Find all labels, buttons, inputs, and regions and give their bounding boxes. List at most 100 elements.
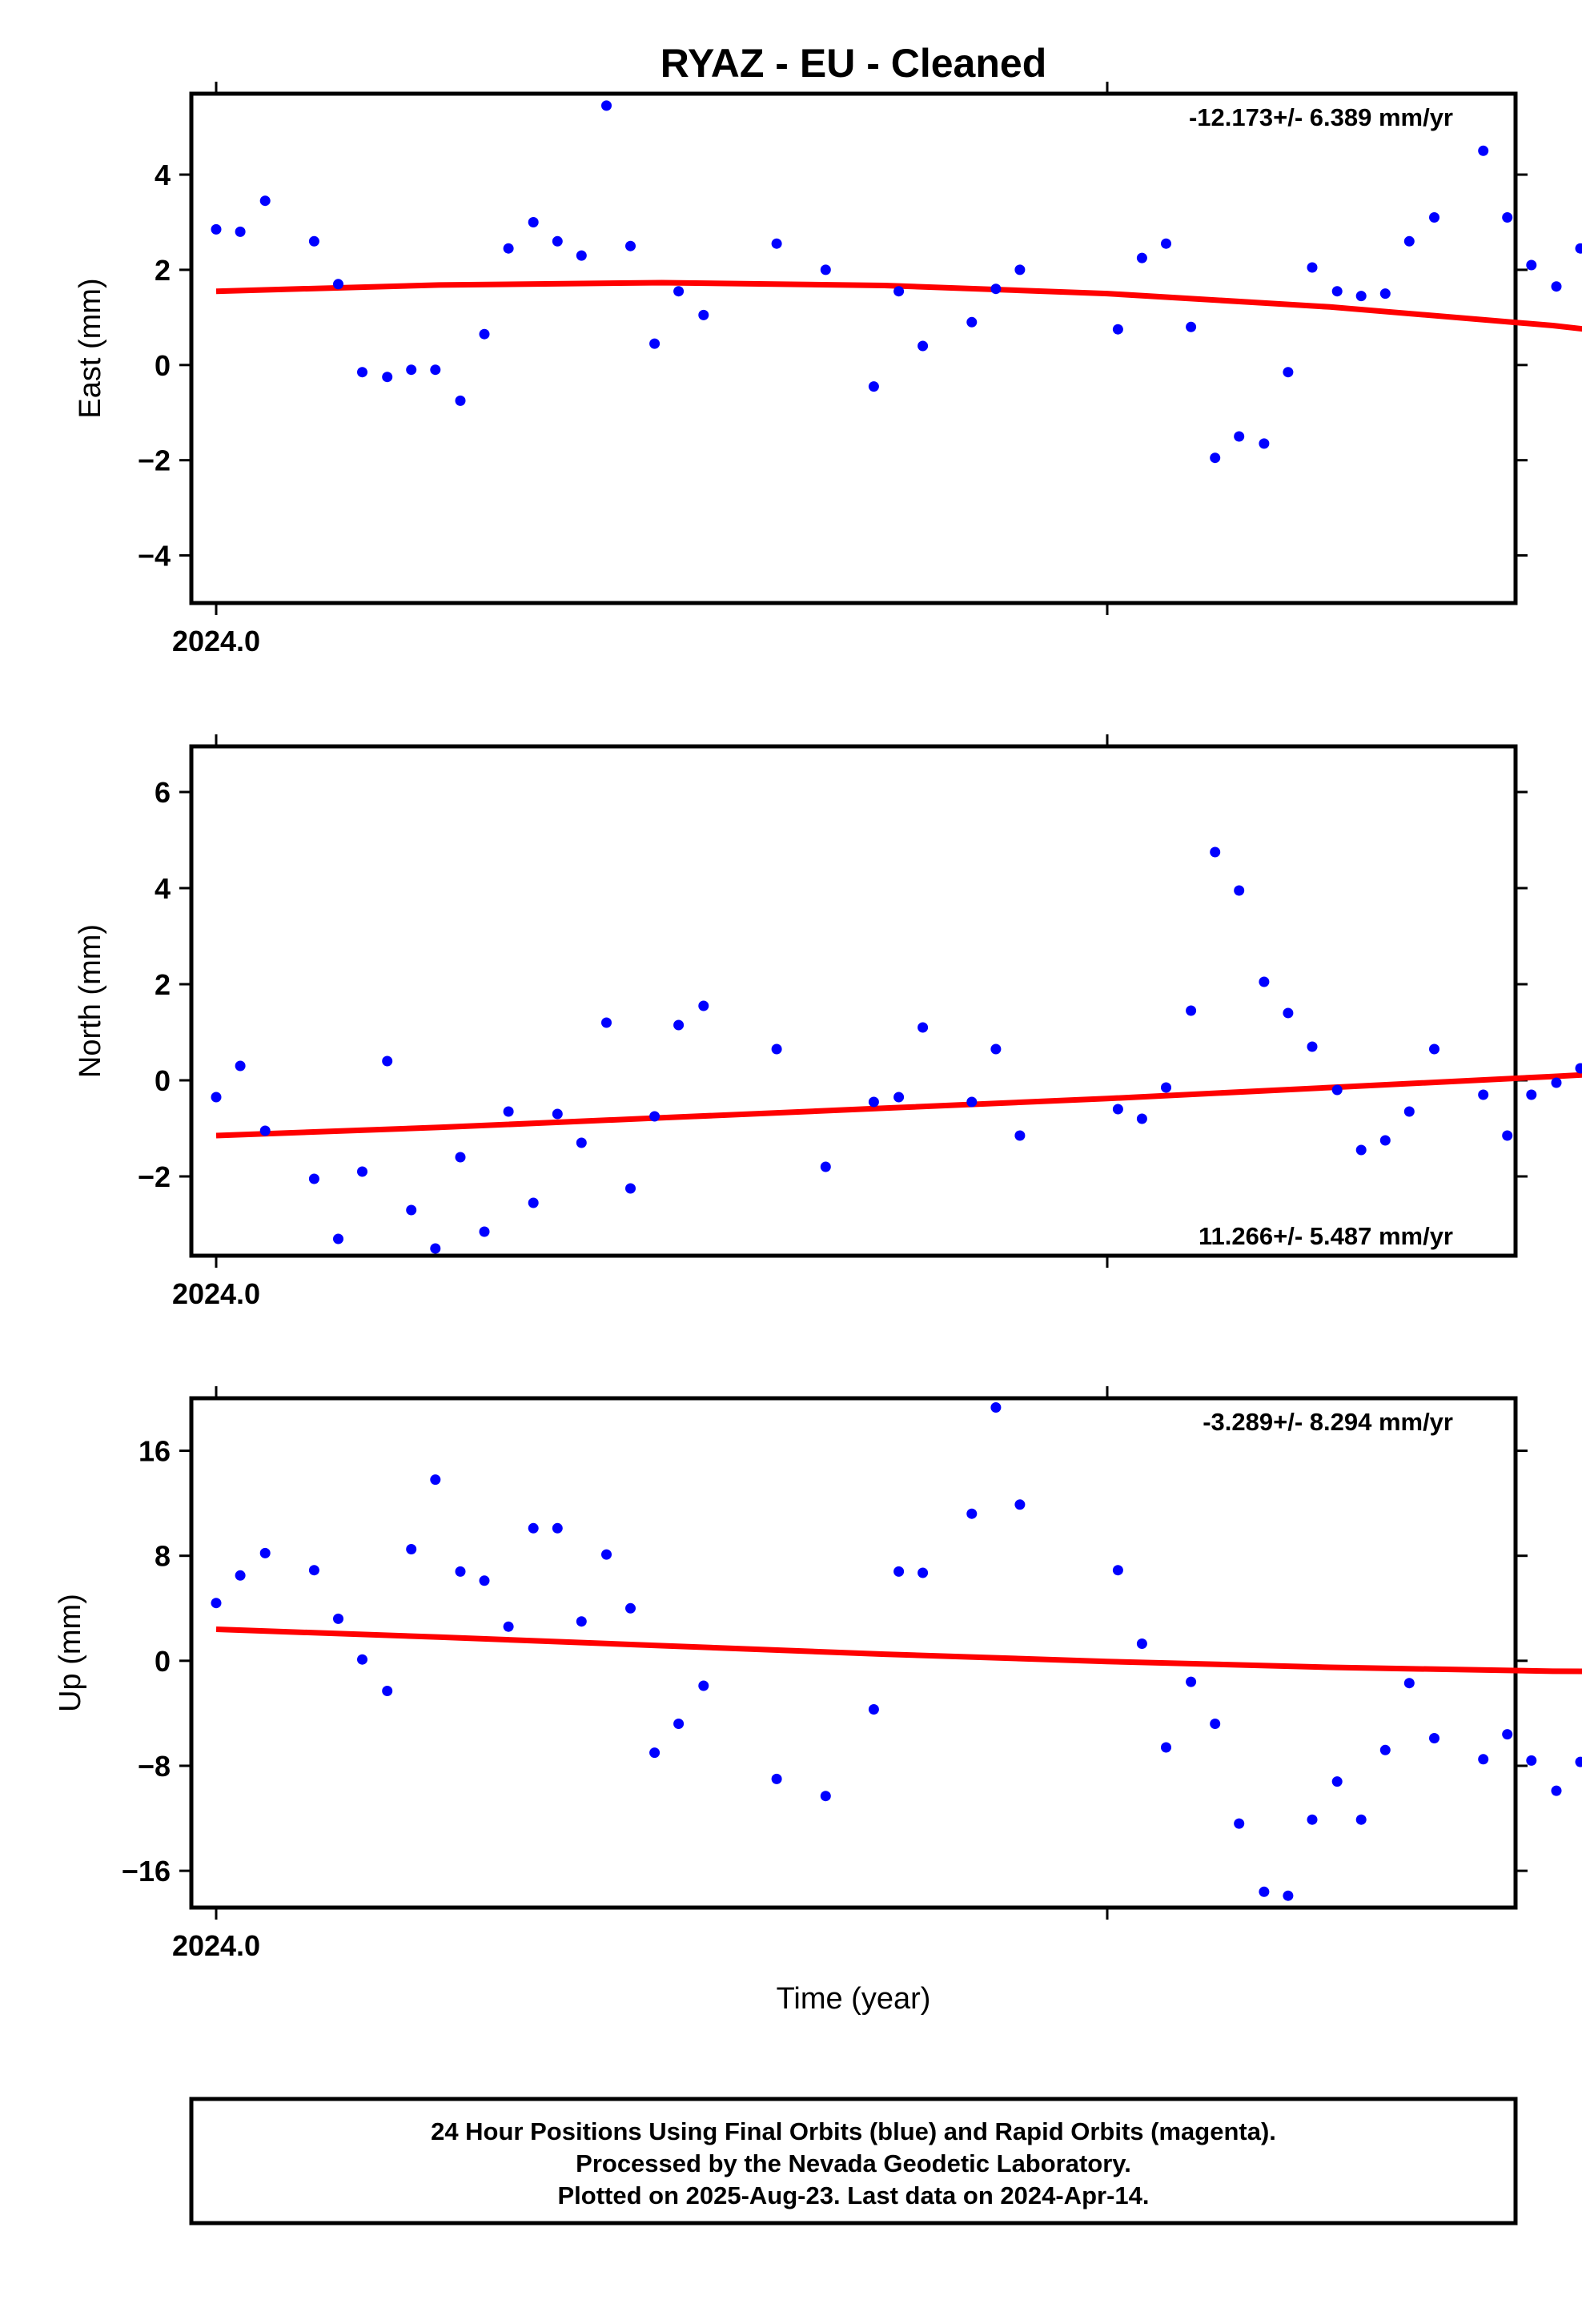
data-point	[1403, 1106, 1415, 1117]
data-point	[1186, 321, 1197, 332]
footer-line-3: Plotted on 2025-Aug-23. Last data on 202…	[557, 2181, 1149, 2209]
east-panel: 2024.0 −4 −2 0 2 4 East (mm) -12.173+/- 6.389 m…	[74, 82, 1582, 657]
data-point	[966, 1508, 978, 1519]
y-tick-label: −8	[138, 1750, 171, 1783]
data-point	[625, 1602, 636, 1614]
plot-frame	[189, 744, 1518, 1258]
data-point	[820, 1791, 831, 1802]
data-point	[211, 1092, 222, 1103]
fit-curve	[215, 1072, 1582, 1139]
data-point	[1136, 252, 1147, 263]
data-point	[1283, 1007, 1294, 1019]
data-point	[1575, 1063, 1582, 1074]
data-point	[1112, 1104, 1123, 1115]
x-tick-label: 2024.0	[172, 1929, 260, 1962]
data-point	[1112, 1565, 1123, 1576]
data-point	[893, 1092, 905, 1103]
data-point	[990, 283, 1002, 295]
data-point	[406, 1544, 417, 1554]
data-point	[893, 286, 905, 297]
data-point	[649, 338, 661, 349]
data-point	[576, 1137, 587, 1148]
data-point	[1210, 846, 1221, 858]
footer-box	[189, 2097, 1518, 2225]
data-point	[917, 340, 929, 352]
data-point	[259, 195, 271, 207]
data-point	[1575, 1756, 1582, 1767]
data-point	[917, 1022, 929, 1033]
data-point	[601, 1017, 612, 1028]
data-point	[1331, 1776, 1343, 1787]
data-point	[820, 264, 831, 275]
x-tick-label: 2024.0	[172, 1277, 260, 1310]
data-point	[333, 1613, 343, 1624]
data-point	[673, 1719, 685, 1729]
data-point	[868, 1096, 879, 1108]
rate-label: -3.289+/- 8.294 mm/yr	[1203, 1408, 1453, 1436]
rate-label: 11.266+/- 5.487 mm/yr	[1199, 1222, 1453, 1250]
data-point	[1234, 1818, 1245, 1829]
data-point	[1429, 1043, 1439, 1055]
data-point	[601, 100, 612, 111]
data-point	[966, 316, 978, 328]
data-point	[1307, 1041, 1318, 1052]
y-axis-label: East (mm)	[74, 278, 107, 418]
figure-title: RYAZ - EU - Cleaned	[661, 41, 1047, 86]
data-point	[382, 1686, 393, 1696]
data-point	[1136, 1638, 1147, 1649]
footer-line-2: Processed by the Nevada Geodetic Laborat…	[576, 2149, 1131, 2177]
up-panel: 2024.0 −16 −8 0 8 16 Up (mm) -3.289+/- 8.294 mm…	[54, 1386, 1582, 1962]
data-point	[1403, 235, 1415, 247]
data-point	[771, 238, 782, 249]
data-point	[1478, 145, 1489, 156]
data-point	[1551, 1785, 1562, 1796]
data-point	[308, 235, 319, 247]
data-point	[1502, 212, 1513, 223]
data-point	[698, 1000, 709, 1011]
fit-curve	[215, 1626, 1582, 1675]
data-point	[455, 395, 466, 406]
data-point	[211, 1598, 222, 1609]
data-point	[357, 1654, 367, 1665]
data-point	[1234, 885, 1245, 896]
data-point	[868, 1704, 879, 1715]
y-tick-label: −2	[138, 1160, 171, 1193]
data-point	[259, 1547, 271, 1558]
data-point	[990, 1043, 1002, 1055]
data-point	[552, 1108, 563, 1120]
data-point	[1112, 324, 1123, 335]
data-point	[625, 240, 636, 251]
north-panel: 2024.0 −2 0 2 4 6 North (mm) 11.266+/- 5.487 mm…	[74, 734, 1582, 1310]
fit-curve	[215, 279, 1582, 332]
data-point	[1502, 1729, 1513, 1740]
data-point	[357, 367, 367, 378]
data-point	[1526, 259, 1537, 271]
data-point	[259, 1125, 271, 1136]
y-tick-label: 2	[155, 968, 171, 1001]
data-point	[966, 1096, 978, 1108]
data-point	[211, 223, 222, 235]
data-point	[1478, 1089, 1489, 1100]
data-point	[1526, 1089, 1537, 1100]
data-point	[479, 328, 490, 340]
data-point	[235, 226, 246, 237]
data-point	[1186, 1676, 1197, 1687]
data-point	[1283, 367, 1294, 378]
y-tick-label: −2	[138, 444, 171, 477]
data-point	[1551, 1077, 1562, 1088]
y-tick-label: 0	[155, 349, 171, 382]
y-tick-label: 0	[155, 1645, 171, 1678]
data-point	[1355, 1814, 1367, 1825]
data-point	[1259, 438, 1270, 449]
data-point	[503, 243, 514, 254]
data-point	[333, 1233, 343, 1244]
data-point	[308, 1173, 319, 1184]
data-point	[455, 1566, 466, 1577]
data-point	[1014, 1499, 1026, 1510]
data-point	[503, 1106, 514, 1117]
data-point	[430, 1474, 441, 1486]
data-point	[990, 1402, 1002, 1413]
data-point	[1161, 1082, 1171, 1093]
data-point	[893, 1566, 905, 1577]
data-point	[1355, 291, 1367, 302]
